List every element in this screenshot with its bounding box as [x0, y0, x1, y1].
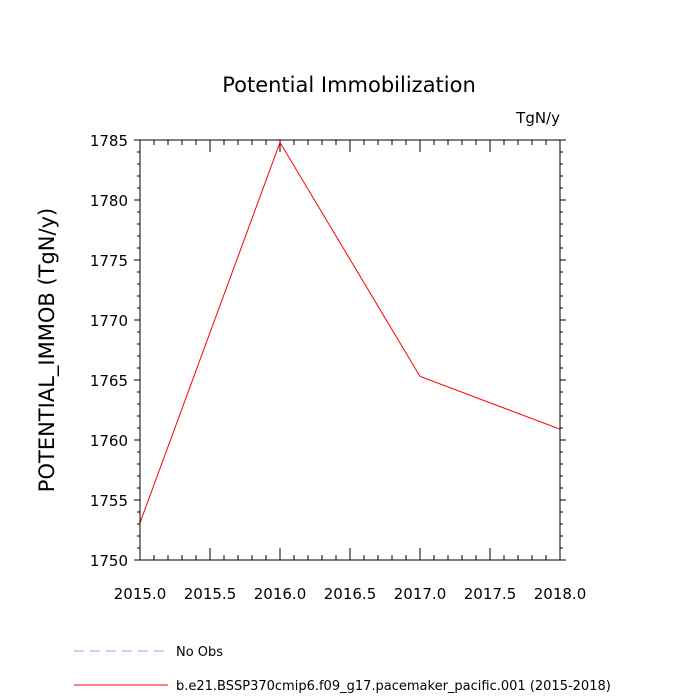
series-line	[139, 141, 561, 523]
x-tick-label: 2016.0	[254, 585, 307, 603]
y-tick-label: 1785	[90, 132, 128, 150]
axis-ticks	[134, 139, 566, 561]
legend: No Obs b.e21.BSSP370cmip6.f09_g17.pacemak…	[74, 645, 611, 694]
y-tick-label: 1750	[90, 552, 128, 570]
y-tick-label: 1760	[90, 432, 128, 450]
y-tick-label: 1755	[90, 492, 128, 510]
y-axis-label: POTENTIAL_IMMOB (TgN/y)	[35, 208, 60, 492]
plot-frame	[139, 139, 561, 561]
plot-series	[139, 141, 561, 523]
units-label: TgN/y	[515, 109, 560, 127]
chart-title: Potential Immobilization	[222, 73, 476, 97]
legend-label: No Obs	[176, 645, 223, 660]
y-tick-label: 1775	[90, 252, 128, 270]
x-tick-label: 2015.0	[114, 585, 167, 603]
y-tick-label: 1780	[90, 192, 128, 210]
y-tick-label: 1765	[90, 372, 128, 390]
x-tick-label: 2017.5	[464, 585, 517, 603]
y-tick-label: 1770	[90, 312, 128, 330]
y-tick-labels: 1750 1755 1760 1765 1770 1775 1780 1785	[90, 132, 128, 570]
x-tick-label: 2018.0	[534, 585, 587, 603]
x-tick-label: 2016.5	[324, 585, 377, 603]
x-tick-label: 2015.5	[184, 585, 237, 603]
x-tick-labels: 2015.0 2015.5 2016.0 2016.5 2017.0 2017.5 2018…	[114, 585, 587, 603]
legend-label: b.e21.BSSP370cmip6.f09_g17.pacemaker_pac…	[176, 679, 611, 694]
x-tick-label: 2017.0	[394, 585, 447, 603]
